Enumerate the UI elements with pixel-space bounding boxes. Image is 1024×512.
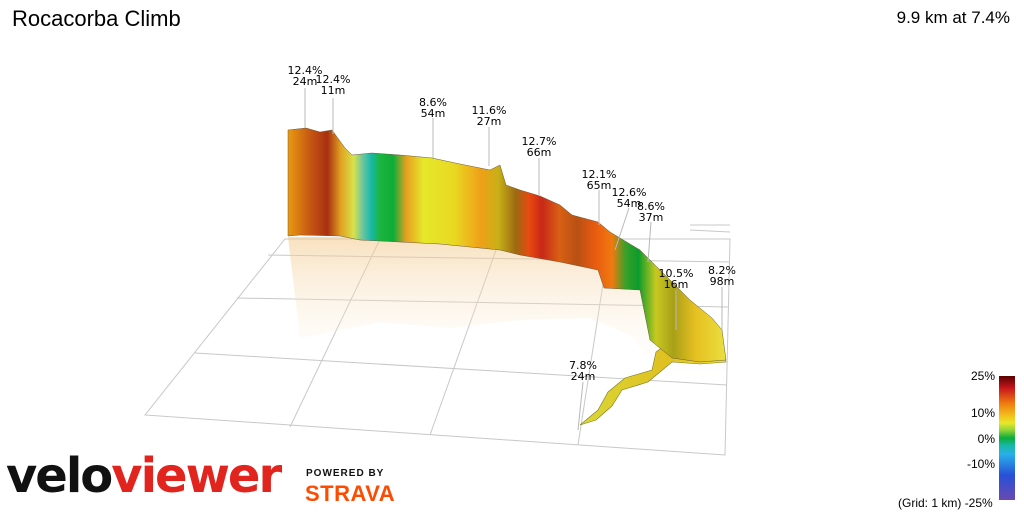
- chart-title: Rocacorba Climb: [12, 6, 181, 31]
- legend-tick-10: 10%: [970, 406, 995, 420]
- annotation-gradient-5: 12.1%: [582, 168, 617, 181]
- annotation-gradient-9: 8.2%: [708, 264, 736, 277]
- annotation-gradient-1: 12.4%: [316, 73, 351, 86]
- annotation-gradient-7: 8.6%: [637, 200, 665, 213]
- annotation-length-10: 24m: [571, 370, 596, 383]
- annotation-leaders: [304, 88, 723, 431]
- profile-wall: [287, 127, 727, 363]
- annotation-gradient-0: 12.4%: [288, 64, 323, 77]
- annotation-length-6: 54m: [617, 197, 642, 210]
- annotation-length-9: 98m: [710, 275, 735, 288]
- grid-note: (Grid: 1 km) -25%: [898, 496, 993, 510]
- annotation-length-7: 37m: [639, 211, 664, 224]
- annotation-gradient-2: 8.6%: [419, 96, 447, 109]
- annotation-gradient-6: 12.6%: [612, 186, 647, 199]
- gradient-color-scale: [999, 376, 1015, 500]
- annotation-length-5: 65m: [587, 179, 612, 192]
- climb-summary: 9.9 km at 7.4%: [896, 8, 1010, 27]
- annotation-length-4: 66m: [527, 146, 552, 159]
- legend-tick-25: 25%: [970, 369, 995, 383]
- veloviewer-logo: veloviewer: [6, 448, 282, 504]
- legend-tick-0: 0%: [977, 432, 995, 446]
- powered-by-text: POWERED BY: [306, 468, 385, 479]
- annotation-length-3: 27m: [477, 115, 502, 128]
- annotation-length-2: 54m: [421, 107, 446, 120]
- annotation-length-0: 24m: [293, 75, 318, 88]
- annotation-gradient-10: 7.8%: [569, 359, 597, 372]
- strava-logo: STRAVA: [305, 481, 396, 506]
- legend-tick-minus10: -10%: [966, 457, 995, 471]
- annotation-gradient-3: 11.6%: [472, 104, 507, 117]
- annotation-length-1: 11m: [321, 84, 346, 97]
- annotation-gradient-4: 12.7%: [522, 135, 557, 148]
- annotation-gradient-8: 10.5%: [659, 267, 694, 280]
- annotation-length-8: 16m: [664, 278, 689, 291]
